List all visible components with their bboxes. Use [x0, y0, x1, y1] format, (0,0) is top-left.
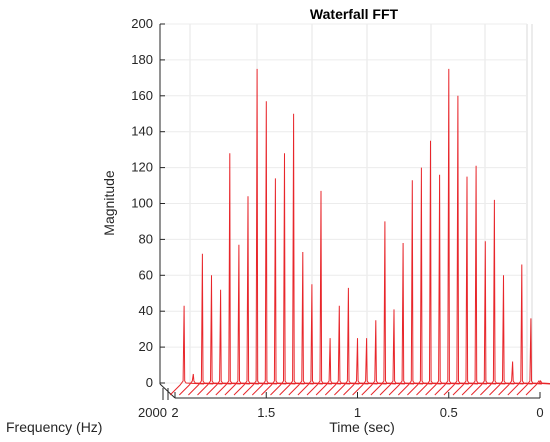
x-tick-label: 1: [354, 405, 361, 420]
fft-slice-line: [224, 244, 259, 396]
fft-slice-line: [434, 68, 469, 396]
fft-slice-line: [525, 379, 550, 396]
fft-slice-line: [233, 196, 269, 396]
fft-slice-line: [507, 264, 542, 396]
x-tick-label: 2: [171, 405, 178, 420]
y-tick-label: 80: [139, 231, 153, 246]
fft-slice-line: [270, 153, 305, 396]
fft-slice-line: [334, 287, 369, 396]
fft-slice-line: [343, 338, 378, 396]
fft-slice-line: [379, 309, 415, 396]
fft-slice-line: [215, 153, 250, 396]
y-tick-label: 120: [131, 160, 153, 175]
y-tick-label: 40: [139, 303, 153, 318]
fft-slice-line: [315, 338, 351, 396]
fft-slice-line: [306, 190, 342, 396]
fft-slice-line: [416, 140, 451, 396]
fft-slice-line: [188, 253, 223, 396]
y-tick-label: 20: [139, 339, 153, 354]
fft-slice-line: [480, 199, 515, 396]
y-tick-label: 60: [139, 267, 153, 282]
axes: 0 20 40 60 80 100 120 140 160 180 200 2 1.5 1 0.5 0: [131, 16, 543, 420]
fft-slice-line: [169, 305, 205, 396]
fft-slice-line: [242, 68, 278, 396]
z-tick-label: 2000: [138, 405, 167, 420]
x-axis-title: Time (sec): [329, 419, 395, 435]
fft-slices: [169, 68, 550, 396]
fft-slice-line: [397, 180, 433, 396]
fft-slice-line: [288, 251, 323, 396]
fft-slice-line: [279, 113, 314, 396]
fft-slice-line: [261, 178, 296, 396]
z-axis-title: Frequency (Hz): [6, 419, 102, 435]
fft-slice-line: [516, 318, 550, 396]
fft-slice-line: [206, 289, 241, 396]
fft-slice-line: [425, 174, 460, 396]
fft-slice-line: [461, 165, 497, 396]
fft-slice-line: [407, 167, 442, 396]
fft-slice-line: [352, 338, 387, 396]
fft-slice-line: [251, 101, 287, 396]
fft-slice-line: [361, 320, 396, 396]
fft-slice-line: [178, 373, 214, 396]
fft-slice-line: [498, 361, 533, 396]
y-tick-label: 200: [131, 16, 153, 31]
fft-slice-line: [443, 95, 478, 396]
x-tick-label: 0.5: [440, 405, 458, 420]
y-axis-title: Magnitude: [101, 170, 117, 236]
fft-slice-line: [197, 275, 232, 396]
fft-slice-line: [452, 176, 488, 396]
fft-slice-line: [470, 241, 506, 396]
fft-slice-line: [388, 242, 424, 396]
y-tick-label: 0: [146, 375, 153, 390]
fft-slice-line: [297, 284, 332, 396]
chart-title: Waterfall FFT: [310, 6, 399, 22]
y-tick-label: 160: [131, 88, 153, 103]
y-tick-label: 140: [131, 124, 153, 139]
y-tick-label: 180: [131, 52, 153, 67]
x-tick-label: 1.5: [257, 405, 275, 420]
fft-slice-line: [324, 305, 360, 396]
fft-slice-line: [489, 275, 524, 396]
fft-slice-line: [370, 221, 405, 396]
y-tick-label: 100: [131, 196, 153, 211]
x-tick-label: 0: [536, 405, 543, 420]
